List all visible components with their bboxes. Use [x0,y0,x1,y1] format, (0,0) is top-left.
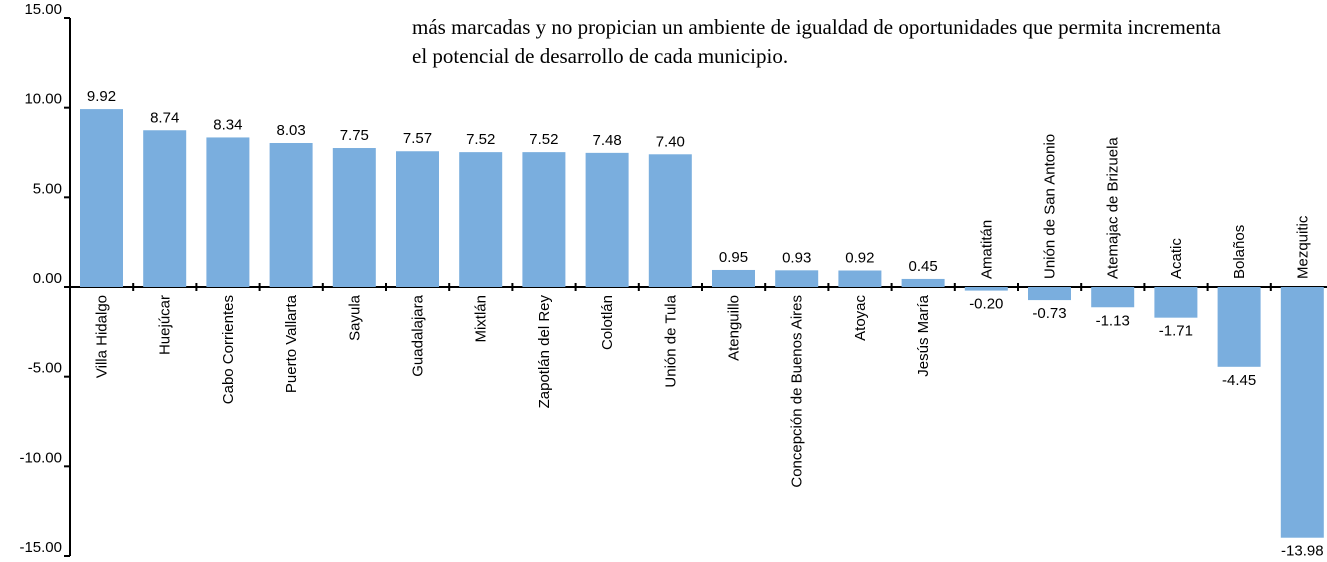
x-tick-label: Colotlán [599,295,616,350]
bar [459,152,503,287]
bar [964,287,1008,291]
value-label: 0.92 [845,250,874,267]
x-tick-label: Atenguillo [726,295,743,361]
value-label: 8.03 [276,122,305,139]
value-label: 7.48 [592,132,621,149]
value-label: 0.93 [782,249,811,266]
bar [838,270,882,287]
value-label: 7.52 [466,131,495,148]
x-tick-label: Villa Hidalgo [94,295,111,378]
y-tick-label: 15.00 [24,1,62,18]
value-label: 7.52 [529,131,558,148]
value-label: -13.98 [1281,543,1324,560]
value-label: -1.71 [1159,323,1193,340]
bar [1091,287,1135,308]
value-label: 0.45 [908,258,937,275]
annotation: más marcadas y no propician un ambiente … [412,15,1221,39]
value-label: -0.20 [969,296,1003,313]
bar [1028,287,1071,301]
x-tick-label: Mezquitic [1294,215,1311,279]
x-tick-label: Atoyac [852,295,869,341]
y-tick-label: -15.00 [19,539,62,556]
x-tick-label: Cabo Corrientes [220,295,237,404]
x-tick-label: Unión de Tula [662,294,679,387]
value-label: -0.73 [1032,305,1066,322]
value-label: 9.92 [87,88,116,105]
value-label: 8.74 [150,109,179,126]
bar [1154,287,1198,318]
x-tick-label: Atemajac de Brizuela [1105,137,1122,279]
bar [648,154,692,287]
x-tick-label: Amatitán [978,220,995,279]
value-label: 0.95 [719,249,748,266]
bar [775,270,819,287]
x-tick-label: Acatic [1168,238,1185,279]
y-tick-label: 0.00 [33,270,62,287]
x-tick-label: Puerto Vallarta [283,294,300,393]
value-label: 7.75 [340,127,369,144]
bar [1280,287,1324,538]
bar [80,109,123,287]
value-label: -1.13 [1096,312,1130,329]
bar [396,151,439,287]
x-tick-label: Mixtlán [473,295,490,343]
x-tick-label: Jesús María [915,294,932,376]
bar [585,152,629,287]
bar [206,137,250,287]
value-label: 7.40 [656,133,685,150]
y-tick-label: -5.00 [28,360,62,377]
x-tick-label: Concepción de Buenos Aires [789,295,806,488]
y-tick-label: -10.00 [19,449,62,466]
x-tick-label: Unión de San Antonio [1042,134,1059,279]
x-tick-label: Huejúcar [157,295,174,355]
annotation: el potencial de desarrollo de cada munic… [412,44,788,68]
y-tick-label: 5.00 [33,180,62,197]
value-label: -4.45 [1222,372,1256,389]
bar [269,142,313,287]
bar [712,269,755,287]
x-tick-label: Bolaños [1231,225,1248,279]
y-tick-label: 10.00 [24,91,62,108]
x-tick-label: Sayula [346,294,363,341]
x-tick-label: Guadalajara [410,294,427,376]
bar [901,278,945,287]
value-label: 7.57 [403,130,432,147]
value-label: 8.34 [213,116,242,133]
x-tick-label: Zapotlán del Rey [536,295,553,409]
bar [1217,287,1261,367]
bar [522,152,566,287]
bar [143,130,187,287]
bar [332,148,376,287]
